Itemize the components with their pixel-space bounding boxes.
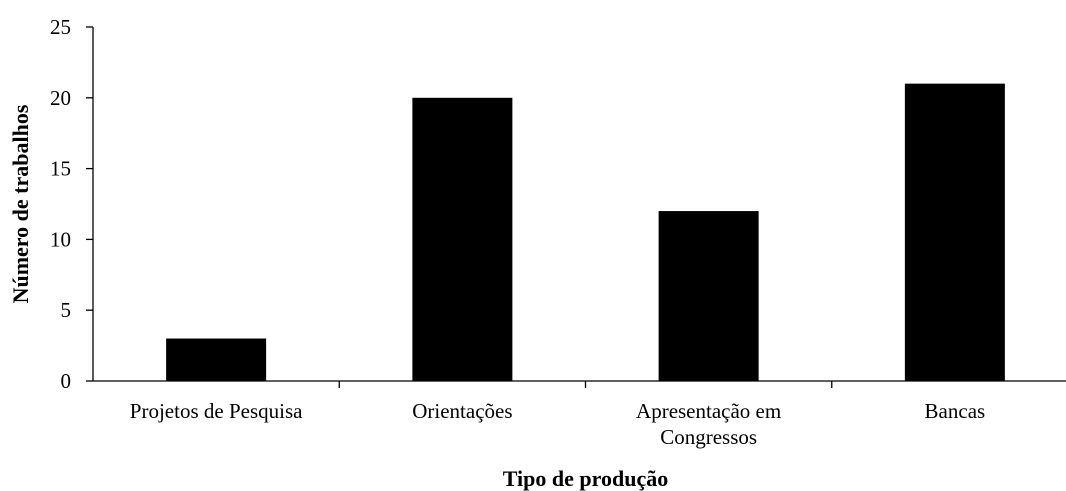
x-ticks-group: Projetos de Pesquisa Orientações Apresenta… [130, 381, 986, 449]
x-tick-label-line: Orientações [412, 399, 512, 423]
x-tick-label-line: Projetos de Pesquisa [130, 399, 303, 423]
x-axis-title: Tipo de produção [503, 466, 668, 491]
x-tick-label: Bancas [925, 399, 986, 423]
x-tick-label-line: Congressos [660, 425, 757, 449]
bar [412, 97, 513, 382]
x-tick-label: Projetos de Pesquisa [130, 399, 303, 423]
x-tick-label-line: Bancas [925, 399, 986, 423]
bar [658, 211, 759, 381]
y-axis-title: Número de trabalhos [8, 104, 33, 303]
x-tick-label: Apresentação em Congressos [636, 399, 781, 449]
y-ticks-group: 0 5 10 15 20 25 [50, 15, 93, 393]
x-tick-label: Orientações [412, 399, 512, 423]
y-tick-label: 15 [50, 157, 71, 181]
y-tick-label: 5 [61, 298, 72, 322]
y-tick-label: 0 [61, 369, 72, 393]
bar [904, 83, 1005, 381]
bar [166, 338, 267, 381]
bars-group [166, 83, 1005, 382]
y-tick-label: 10 [50, 227, 71, 251]
y-tick-label: 20 [50, 86, 71, 110]
y-tick-label: 25 [50, 15, 71, 39]
x-tick-label-line: Apresentação em [636, 399, 781, 423]
